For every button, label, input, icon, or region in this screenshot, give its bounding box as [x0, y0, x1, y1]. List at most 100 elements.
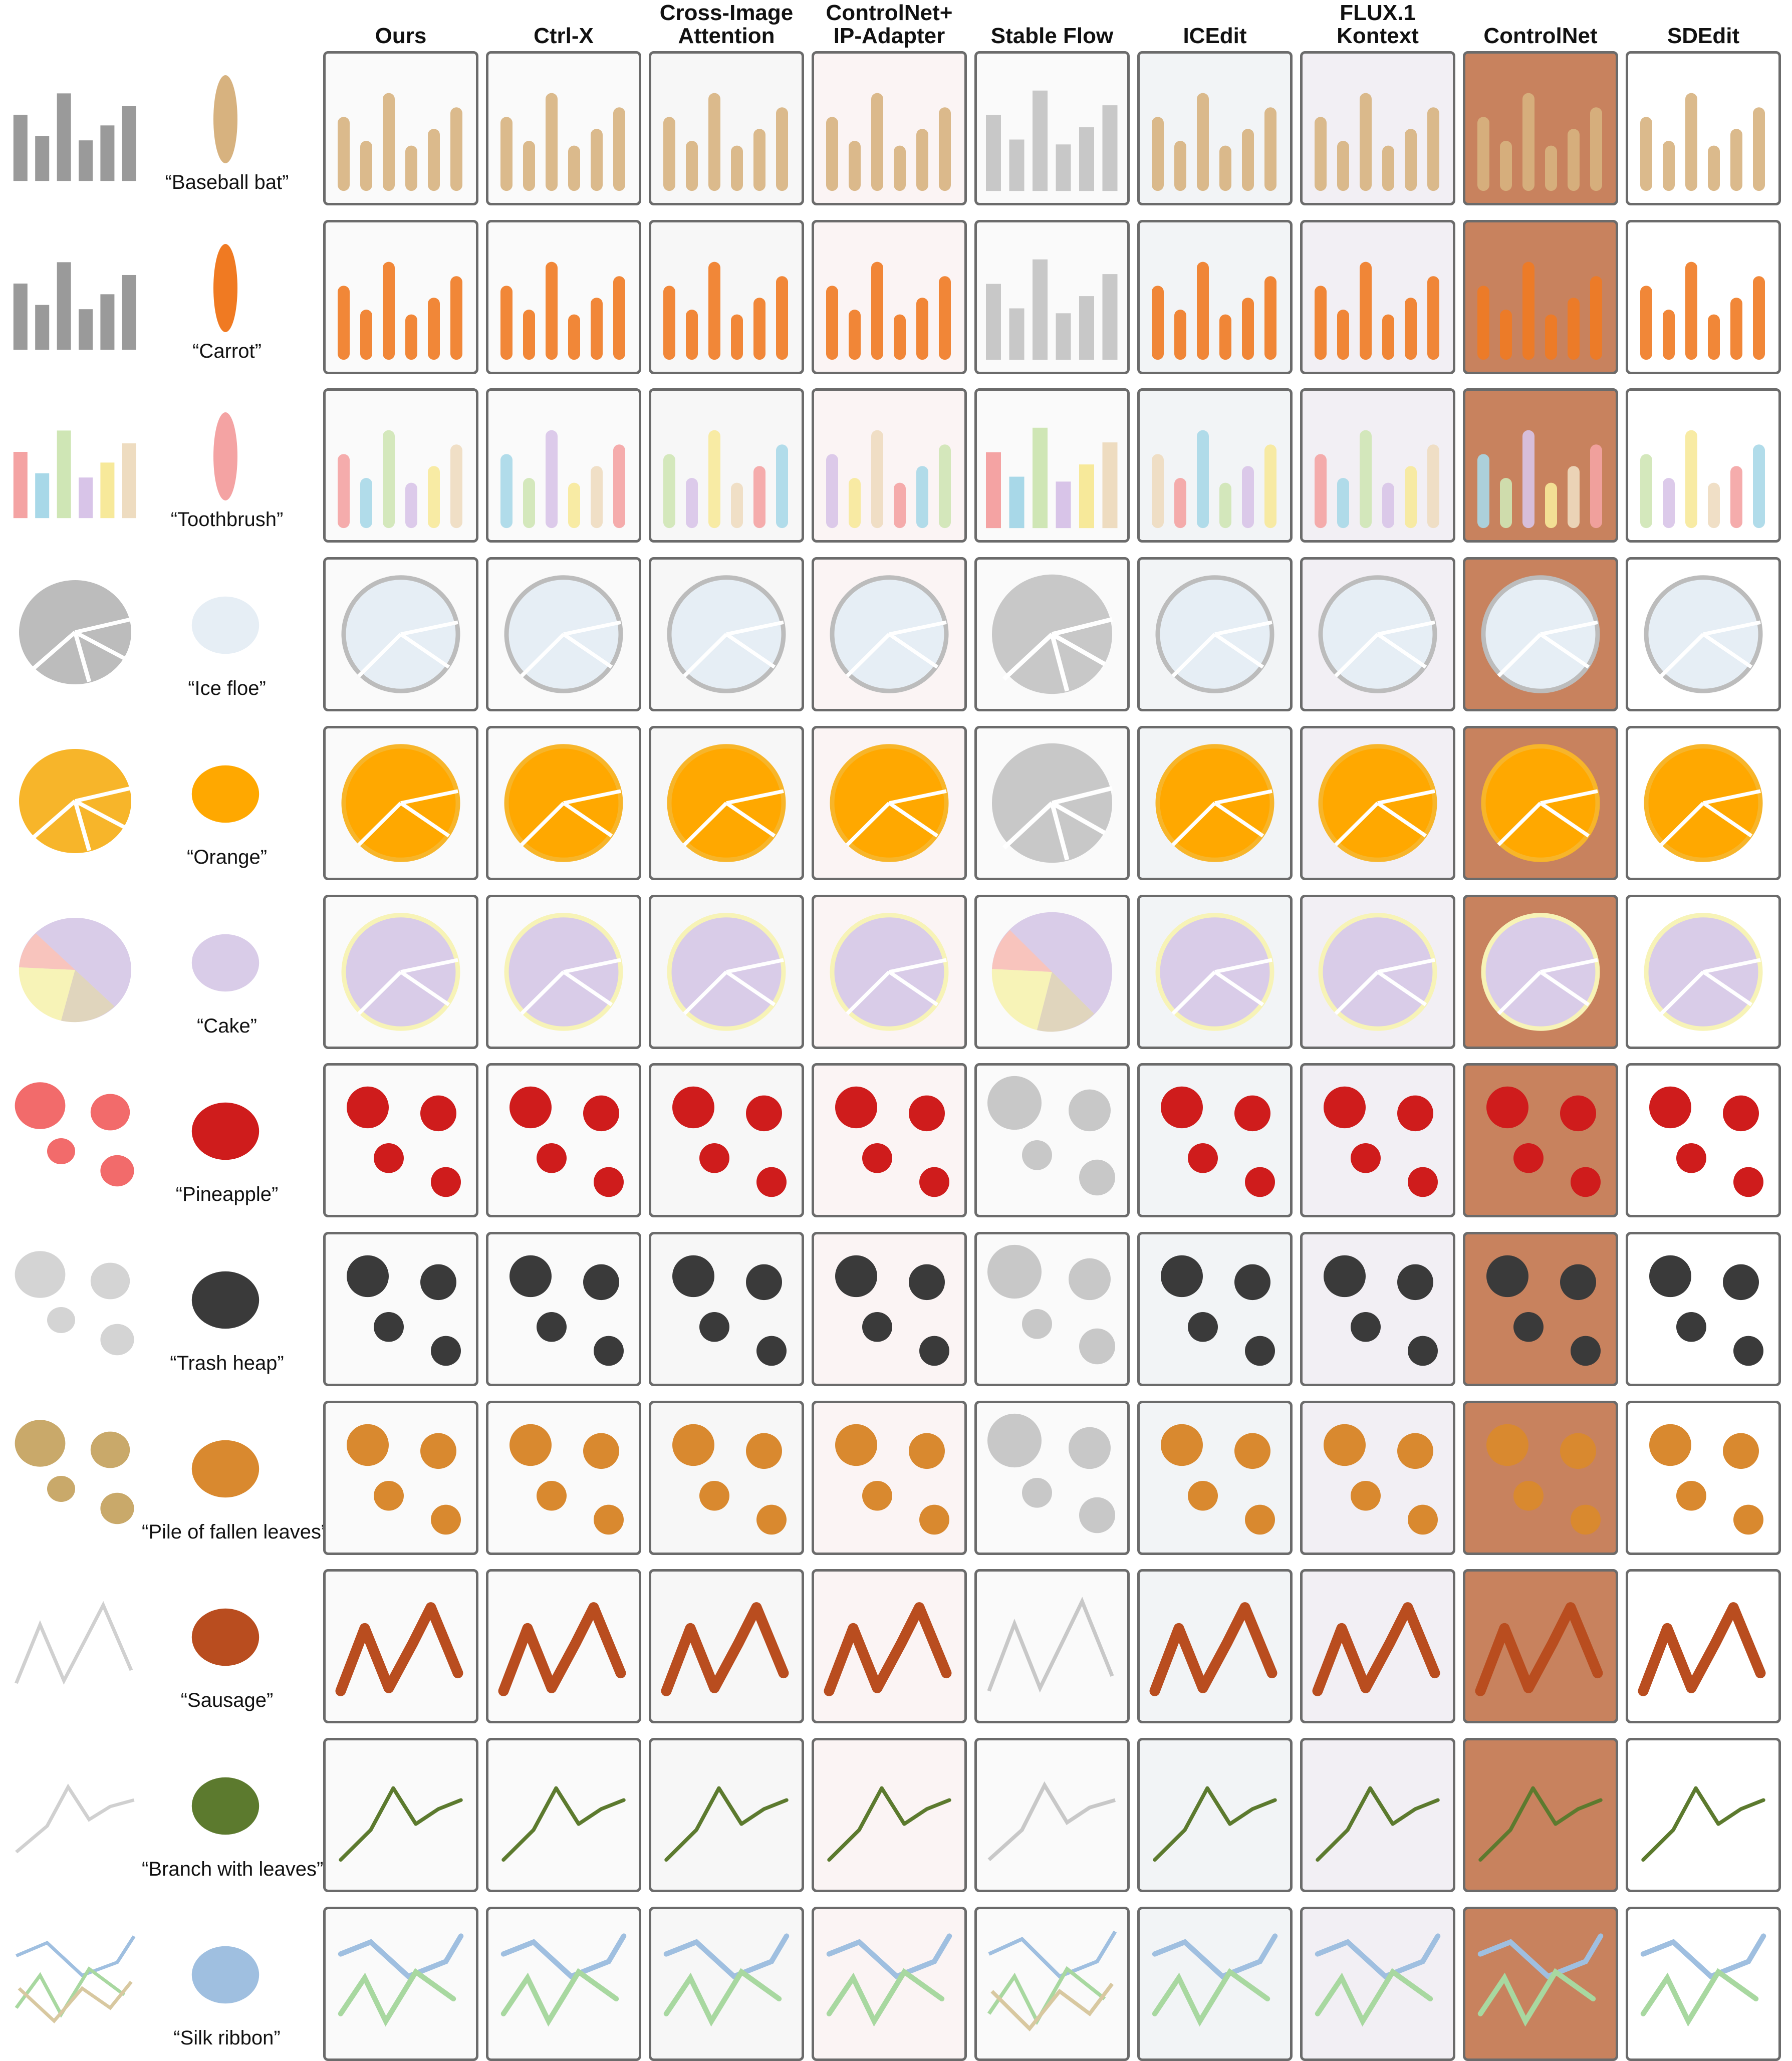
- column-header: Ours: [375, 24, 427, 48]
- result-image: [661, 1602, 789, 1697]
- result-cell: [486, 219, 641, 374]
- input-structure-image: [5, 1917, 145, 2047]
- result-cell: [323, 1063, 478, 1218]
- result-image: [338, 262, 462, 360]
- result-image: [1316, 1786, 1440, 1862]
- result-cell: [1463, 51, 1618, 205]
- result-cell: [812, 219, 967, 374]
- input-structure-image: [5, 230, 145, 360]
- structure-thumbnail: [13, 93, 136, 181]
- result-cell: [974, 51, 1130, 205]
- result-cell: [1300, 894, 1455, 1049]
- result-image: [835, 1255, 949, 1366]
- result-image: [824, 1602, 952, 1697]
- structure-thumbnail: [19, 580, 132, 685]
- result-image: [830, 912, 949, 1031]
- result-cell: [486, 1063, 641, 1218]
- result-image: [1644, 575, 1763, 693]
- result-cell: [323, 894, 478, 1049]
- result-image: [1161, 1086, 1275, 1197]
- result-image: [1155, 912, 1274, 1031]
- result-image: [830, 744, 949, 862]
- result-cell: [649, 219, 804, 374]
- result-cell: [1463, 1906, 1618, 2061]
- result-cell: [1137, 1231, 1293, 1386]
- input-structure-image: [5, 905, 145, 1035]
- appearance-reference: [165, 59, 286, 169]
- result-cell: [323, 1231, 478, 1386]
- result-image: [987, 1781, 1116, 1862]
- result-image: [991, 912, 1112, 1032]
- result-cell: [974, 894, 1130, 1049]
- apple-icon: [191, 1102, 260, 1160]
- result-cell: [1463, 1738, 1618, 1892]
- result-image: [1486, 1255, 1601, 1366]
- result-cell: [1300, 557, 1455, 712]
- result-cell: [1300, 1400, 1455, 1555]
- result-image: [992, 743, 1113, 863]
- result-image: [827, 1786, 951, 1862]
- result-image: [509, 1255, 624, 1366]
- result-cell: [486, 557, 641, 712]
- result-image: [1318, 575, 1437, 693]
- result-image: [1477, 430, 1602, 529]
- result-image: [347, 1255, 461, 1366]
- result-image: [341, 744, 460, 862]
- row-prompt-label: “Sausage”: [180, 1689, 274, 1712]
- appearance-reference: [165, 1239, 286, 1350]
- row-prompt-label: “Toothbrush”: [170, 508, 284, 531]
- result-image: [338, 430, 462, 529]
- result-image: [830, 575, 949, 693]
- row-prompt-label: “Pineapple”: [175, 1183, 279, 1206]
- input-structure-image: [5, 1411, 145, 1541]
- result-image: [1153, 1786, 1277, 1862]
- structure-thumbnail: [13, 262, 136, 350]
- result-image: [1315, 93, 1439, 191]
- result-image: [663, 262, 788, 360]
- structure-thumbnail: [15, 1082, 134, 1187]
- result-cell: [1137, 894, 1293, 1049]
- result-cell: [812, 1569, 967, 1724]
- result-cell: [974, 557, 1130, 712]
- result-cell: [974, 1906, 1130, 2061]
- result-image: [1318, 912, 1437, 1031]
- result-image: [672, 1086, 787, 1197]
- result-image: [1324, 1086, 1438, 1197]
- column-header: SDEdit: [1667, 24, 1740, 48]
- appearance-reference: [165, 902, 286, 1012]
- result-image: [504, 575, 623, 693]
- result-cell: [1300, 1738, 1455, 1892]
- result-image: [987, 1597, 1114, 1693]
- result-cell: [1463, 219, 1618, 374]
- result-image: [672, 1255, 787, 1366]
- structure-thumbnail: [15, 1251, 134, 1356]
- result-cell: [1463, 1063, 1618, 1218]
- result-cell: [1137, 51, 1293, 205]
- result-cell: [1626, 1738, 1781, 1892]
- result-cell: [812, 1231, 967, 1386]
- appearance-reference: [165, 565, 286, 675]
- result-cell: [812, 557, 967, 712]
- result-cell: [1300, 388, 1455, 543]
- result-image: [1152, 262, 1276, 360]
- result-image: [987, 1930, 1117, 2031]
- result-image: [1324, 1255, 1438, 1366]
- result-cell: [323, 1569, 478, 1724]
- result-image: [1324, 1424, 1438, 1534]
- result-cell: [486, 725, 641, 880]
- result-cell: [649, 1738, 804, 1892]
- row-prompt-label: “Silk ribbon”: [173, 2026, 281, 2049]
- result-image: [986, 259, 1118, 360]
- result-cell: [1626, 51, 1781, 205]
- result-image: [987, 1413, 1115, 1533]
- structure-thumbnail: [19, 748, 132, 853]
- result-image: [500, 1933, 627, 2027]
- appearance-reference: [165, 227, 286, 338]
- result-image: [835, 1086, 949, 1197]
- result-cell: [649, 1231, 804, 1386]
- result-image: [1155, 575, 1274, 693]
- result-image: [500, 93, 625, 191]
- result-cell: [486, 1906, 641, 2061]
- result-cell: [1626, 219, 1781, 374]
- result-image: [335, 1602, 463, 1697]
